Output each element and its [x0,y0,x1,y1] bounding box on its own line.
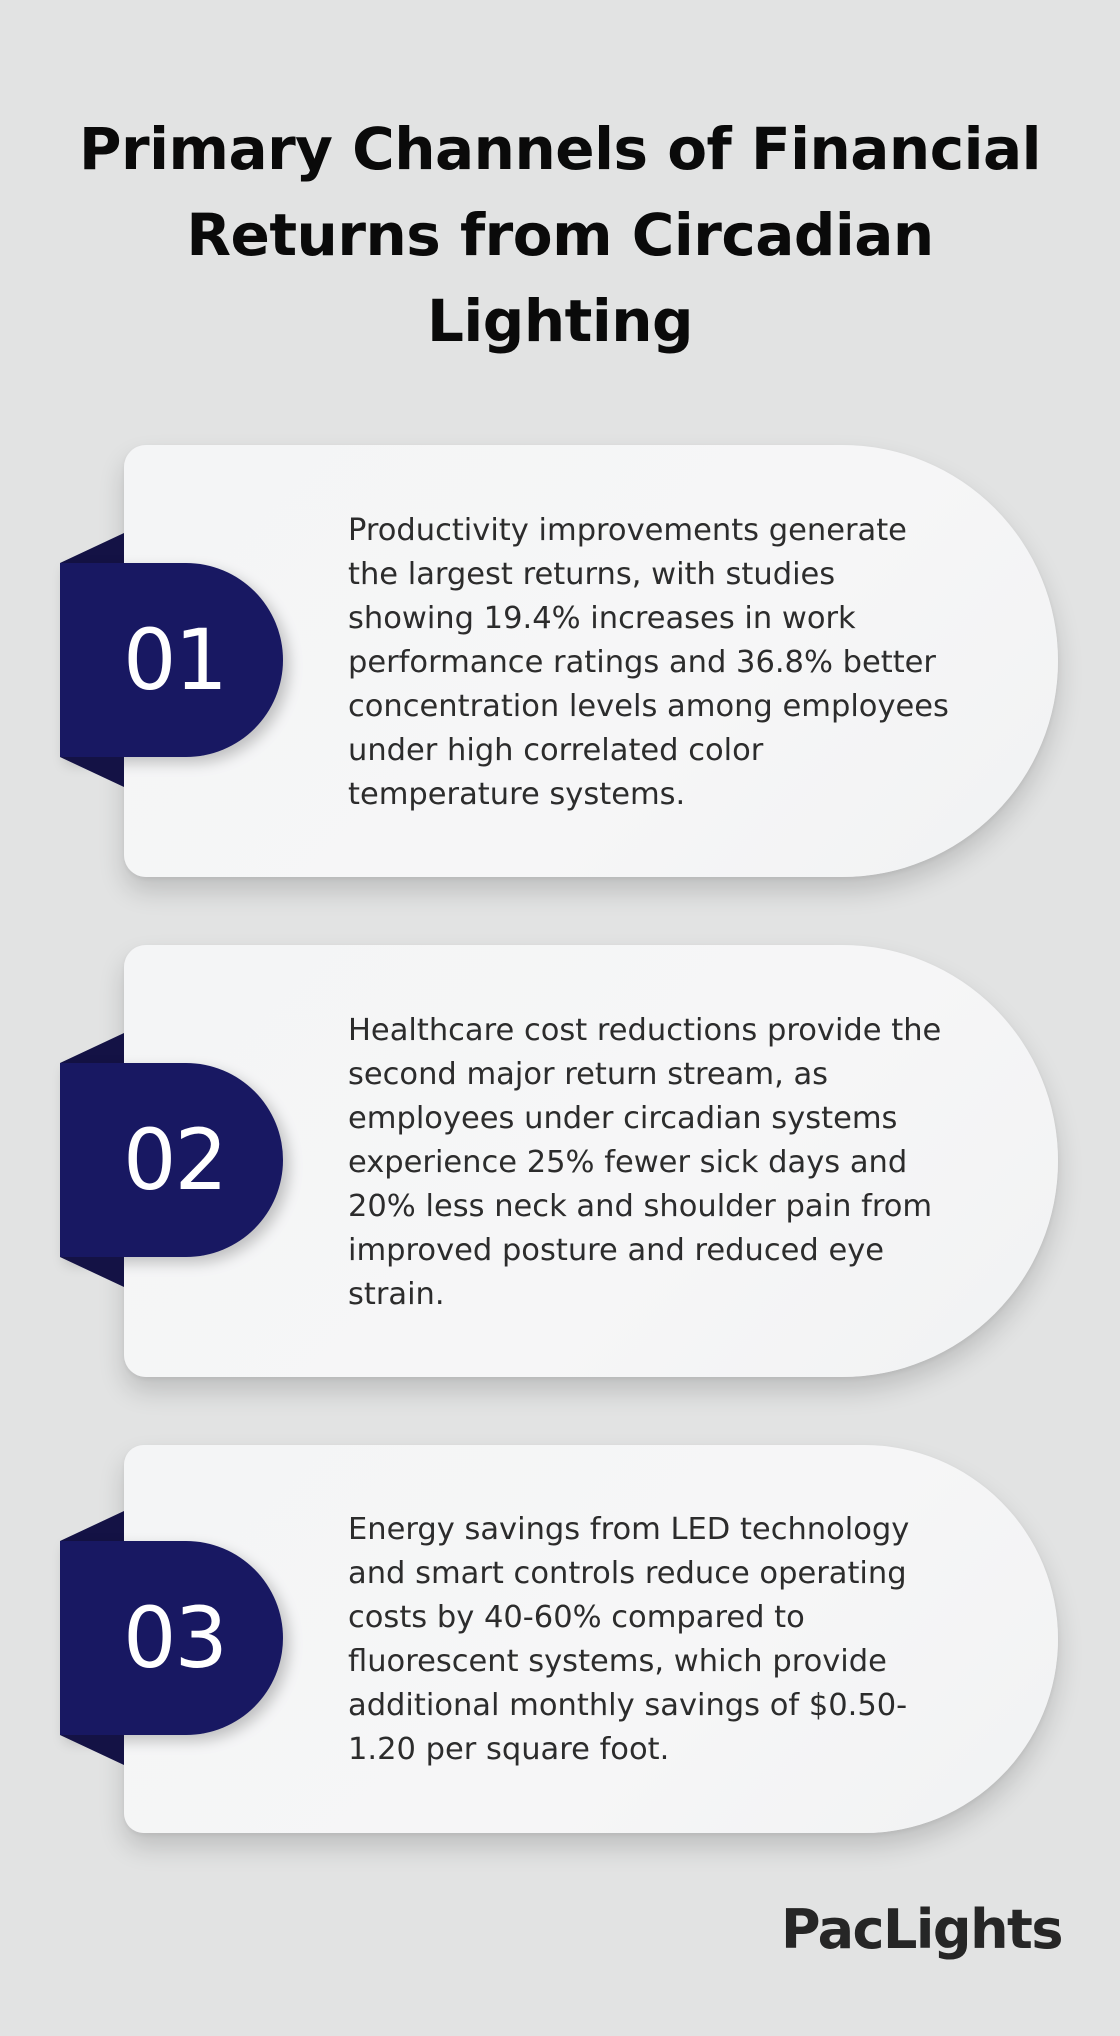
ribbon-fold-top [60,1511,124,1541]
item-number: 03 [123,1589,228,1687]
ribbon-fold-bottom [60,757,124,787]
number-badge-2: 02 [60,1063,283,1257]
channel-description-2: Healthcare cost reductions provide the s… [348,1013,942,1312]
number-badge-1: 01 [60,563,283,757]
page-title: Primary Channels of Financial Returns fr… [79,115,1041,355]
item-number: 02 [123,1111,228,1209]
ribbon-fold-top [60,533,124,563]
paclights-logo: PacLights [780,1898,1064,1961]
item-number: 01 [123,611,228,709]
channel-description-3: Energy savings from LED technology and s… [348,1512,910,1767]
ribbon-fold-bottom [60,1735,124,1765]
ribbon-fold-top [60,1033,124,1063]
number-badge-3: 03 [60,1541,283,1735]
ribbon-fold-bottom [60,1257,124,1287]
channel-description-1: Productivity improvements generate the l… [348,513,949,812]
